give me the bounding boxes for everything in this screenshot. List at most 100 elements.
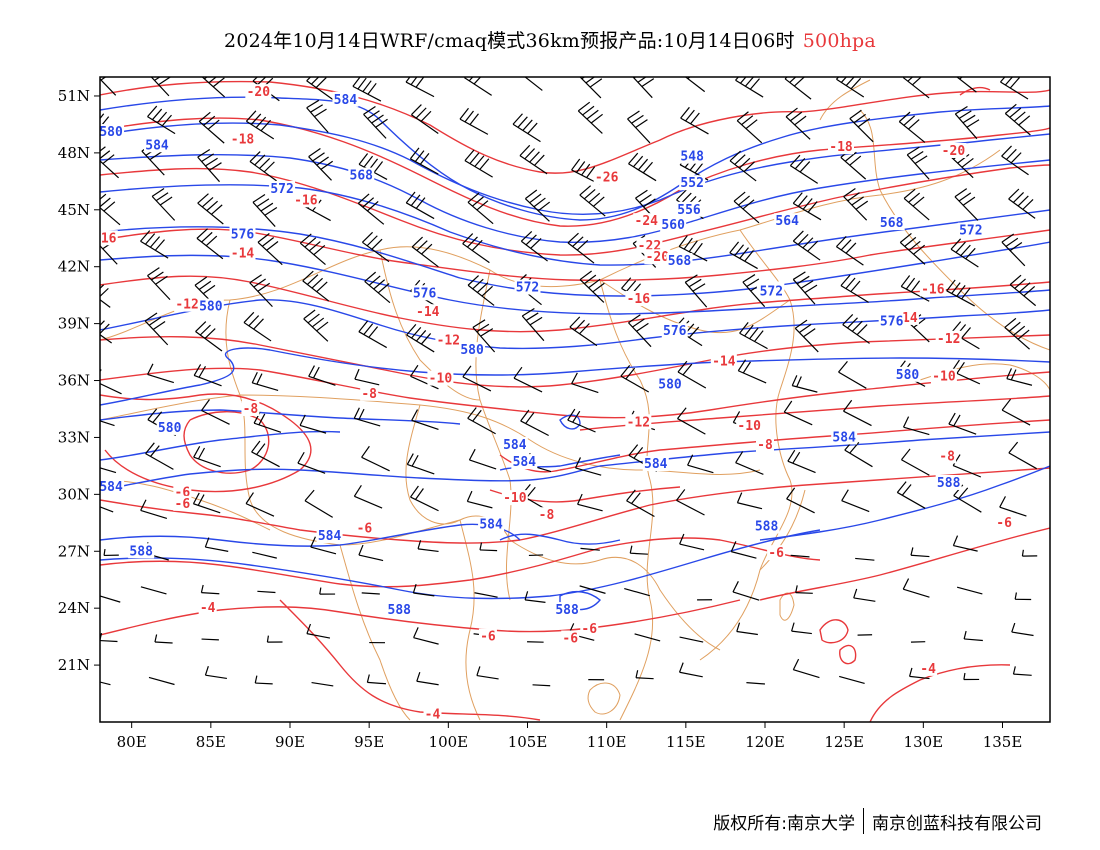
y-tick-label: 45N [58,201,90,219]
wind-barb [1021,549,1038,557]
wind-barb [410,485,439,512]
contour-label: 584 [832,430,856,445]
wind-barb [954,188,979,221]
contour-label: 576 [413,286,437,301]
contour-label: -12 [437,334,460,349]
contour-label: -16 [93,231,117,246]
wind-barb [100,506,114,513]
wind-barb [900,275,930,302]
contour-label: 564 [775,214,799,229]
wind-barb [144,312,169,346]
contour-label: 588 [388,603,412,618]
wind-barb [577,493,603,512]
wind-barb [154,634,173,644]
wind-barb [245,110,275,140]
wind-barb [577,101,603,134]
contour-label: 580 [896,368,920,383]
wind-barb [840,274,869,303]
wind-barb [792,230,821,261]
contour-label-bg [957,222,984,238]
wind-barb [200,584,220,595]
wind-barb [1000,77,1029,100]
contour-label: -16 [627,292,651,307]
contour-label: 576 [231,227,255,242]
wind-barb [520,230,548,262]
wind-barb [100,455,117,474]
contour-label-bg [360,385,379,401]
contour-label: 584 [513,455,537,470]
wind-barb [791,622,812,635]
y-tick-label: 39N [58,315,90,333]
wind-barb [304,489,333,518]
wind-barb [201,399,230,425]
wind-barb [476,666,499,680]
wind-barb [626,489,655,517]
copyright-text: 版权所有:南京大学 [713,813,855,834]
contour-label: -6 [357,522,373,537]
wind-barb [679,533,705,551]
wind-barb [679,636,704,643]
wind-barb [843,399,872,427]
contour-label-bg [661,323,688,339]
x-tick-label: 85E [196,733,226,751]
contour-label: -10 [737,419,761,434]
company-text: 南京创蓝科技有限公司 [872,813,1042,834]
wind-barb [254,675,273,685]
contour-label: -8 [939,449,955,464]
wind-barb [462,233,490,264]
wind-barb [147,267,171,301]
contour-label-bg [580,621,599,637]
contour-label-bg [198,600,217,616]
y-tick-label: 33N [58,428,90,446]
y-tick-label: 48N [58,144,90,162]
x-tick-label: 130E [904,733,944,751]
wind-barb [462,365,492,392]
wind-barb [417,540,439,553]
contour-label: -10 [429,372,453,387]
wind-barb [410,364,439,390]
contour-label-bg [767,545,786,561]
wind-barb [524,189,551,222]
wind-barb [1009,274,1037,307]
wind-barb [361,231,390,263]
contour-label-bg [501,437,528,453]
wind-barb [624,587,650,597]
wind-barb [299,233,326,266]
wind-barb [463,77,492,96]
wind-barb [1008,441,1037,470]
contour-label-bg [666,253,693,269]
contour-label-bg [930,368,957,384]
wind-barb [839,675,865,685]
contour-label-bg [657,376,683,392]
wind-barb [521,308,545,342]
footer-divider [863,808,864,834]
contour-label: 584 [334,93,358,108]
wind-barb [195,321,223,352]
wind-barb [251,372,279,392]
wind-barb [467,275,495,306]
wind-barb [742,274,766,308]
x-tick-label: 135E [983,733,1023,751]
wind-barb [467,192,494,225]
contour-label-bg [355,520,374,536]
x-tick-label: 95E [354,733,384,751]
wind-barb [792,271,818,305]
wind-barb [896,481,926,509]
contour-label: 588 [555,603,579,618]
wind-barb [790,554,810,558]
contour-label: 584 [145,138,169,153]
wind-barb [308,365,336,386]
contour-label: 580 [460,343,484,358]
contour-label-bg [710,353,737,369]
wind-barb [411,236,439,268]
contour-label: -6 [562,632,578,647]
contour-label-bg [644,249,671,265]
contour-label-bg [774,213,801,229]
contour-label-bg [828,139,854,155]
wind-barb [358,320,387,349]
wind-barb [574,457,602,476]
x-tick-label: 105E [508,733,548,751]
wind-barb [257,233,283,266]
contour-label-bg [831,429,858,445]
wind-barb [467,407,496,435]
